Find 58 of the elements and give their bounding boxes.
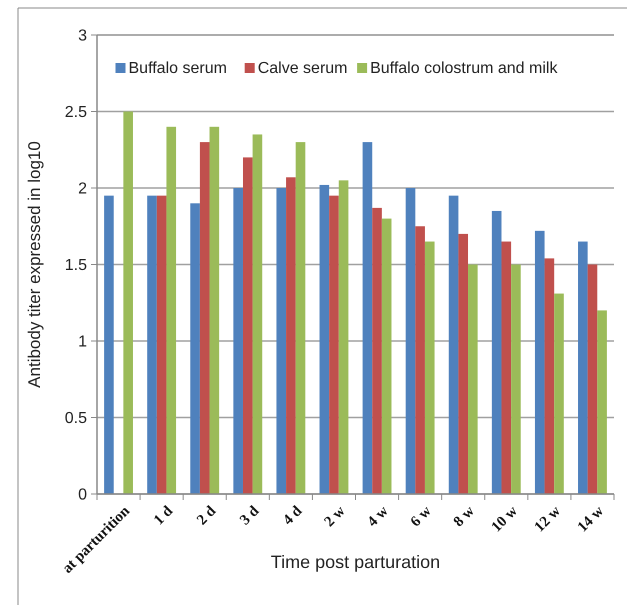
bar bbox=[458, 234, 468, 494]
x-tick-label: 1 d bbox=[150, 502, 177, 528]
bar bbox=[147, 196, 157, 494]
y-tick-label: 1 bbox=[78, 334, 88, 351]
bar bbox=[597, 310, 607, 494]
x-tick-label: 4 d bbox=[280, 502, 306, 528]
x-tick-label: 12 w bbox=[532, 503, 564, 536]
bar bbox=[448, 196, 458, 494]
bar bbox=[534, 230, 545, 494]
y-axis-title: Antibody titer expressed in log10 bbox=[25, 141, 44, 388]
bar bbox=[362, 142, 372, 494]
bar bbox=[166, 126, 176, 494]
bar bbox=[511, 264, 521, 494]
bar bbox=[156, 196, 166, 494]
bar bbox=[242, 157, 253, 494]
x-tick-label: 2 d bbox=[194, 502, 220, 528]
bar bbox=[200, 142, 210, 494]
x-tick-label: 10 w bbox=[488, 503, 521, 536]
y-tick-label: 3 bbox=[78, 28, 88, 45]
legend-label: Buffalo colostrum and milk bbox=[370, 60, 558, 77]
bar bbox=[415, 226, 425, 494]
x-tick-label: 4 w bbox=[364, 503, 392, 530]
bar bbox=[492, 210, 502, 494]
bar bbox=[372, 208, 382, 494]
bar bbox=[406, 188, 416, 494]
bar bbox=[320, 184, 330, 494]
bar bbox=[296, 142, 306, 494]
bar bbox=[190, 203, 200, 494]
bar bbox=[329, 196, 339, 494]
bar bbox=[424, 242, 435, 494]
bar bbox=[578, 242, 588, 494]
y-tick-label: 1.5 bbox=[64, 257, 88, 274]
bar bbox=[286, 177, 296, 494]
bar bbox=[588, 264, 598, 494]
x-axis-title: Time post parturation bbox=[270, 552, 440, 572]
y-tick-label: 2.5 bbox=[64, 104, 88, 122]
bar bbox=[468, 264, 478, 494]
x-tick-label: 6 w bbox=[408, 503, 435, 530]
bar bbox=[104, 196, 114, 494]
x-tick-label: 14 w bbox=[574, 503, 608, 536]
bar bbox=[210, 126, 220, 494]
bar bbox=[338, 180, 348, 494]
bar bbox=[544, 258, 554, 494]
bar bbox=[554, 294, 564, 494]
bar bbox=[501, 242, 512, 494]
y-tick-label: 0 bbox=[78, 486, 88, 504]
bar bbox=[276, 188, 286, 494]
x-tick-label: 2 w bbox=[322, 503, 349, 530]
y-tick-label: 2 bbox=[78, 180, 88, 198]
bar bbox=[123, 112, 133, 494]
bar bbox=[252, 134, 262, 494]
bar bbox=[233, 188, 243, 494]
x-tick-label: 3 d bbox=[237, 502, 263, 528]
x-tick-label: 8 w bbox=[450, 503, 478, 530]
legend-label: Calve serum bbox=[258, 60, 348, 77]
y-tick-label: 0.5 bbox=[64, 410, 88, 428]
legend-label: Buffalo serum bbox=[128, 60, 227, 77]
bar bbox=[382, 218, 392, 494]
